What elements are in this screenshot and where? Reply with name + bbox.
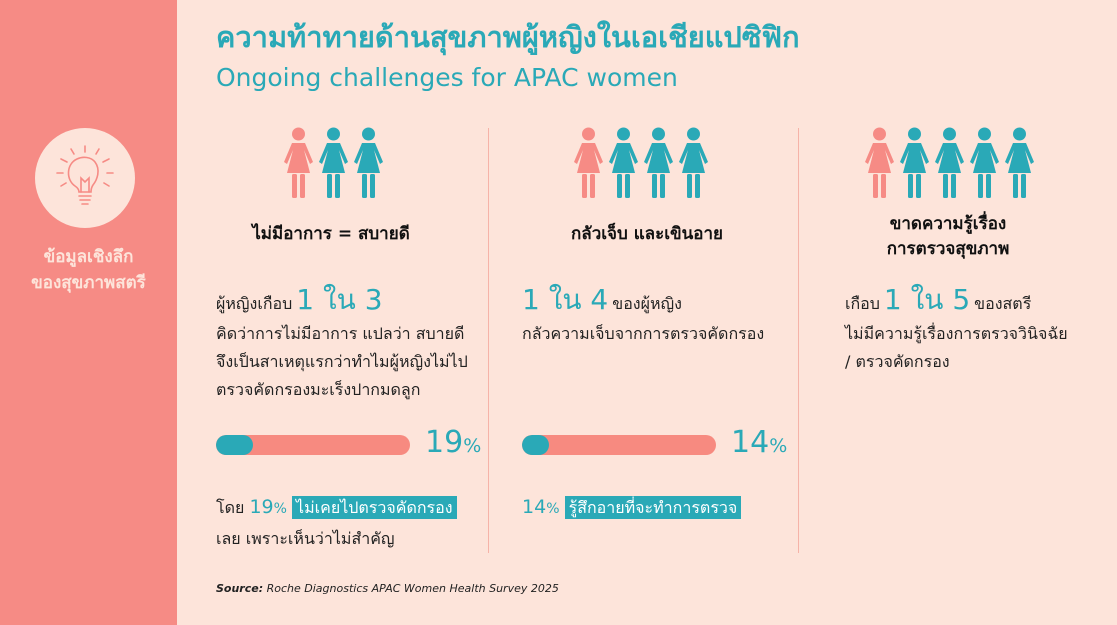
stat-description: ไม่มีความรู้เรื่องการตรวจวินิจฉัย / ตรวจ… (845, 320, 1068, 376)
sidebar-caption-line2: ของสุขภาพสตรี (31, 273, 146, 293)
note-number: 19% (249, 496, 287, 518)
stat-prefix: ผู้หญิงเกือบ (216, 294, 293, 313)
woman-icon (1005, 127, 1034, 198)
sidebar-caption: ข้อมูลเชิงลึก ของสุขภาพสตรี (0, 244, 177, 296)
note-line2: เลย เพราะเห็นว่าไม่สำคัญ (216, 529, 395, 548)
column-heading: ขาดความรู้เรื่อง การตรวจสุขภาพ (832, 212, 1064, 262)
stat-description: กลัวความเจ็บจากการตรวจคัดกรอง (522, 320, 764, 348)
woman-icon (574, 127, 603, 198)
stat-big-number: 1 ใน 3 (296, 283, 383, 316)
sidebar-panel: ข้อมูลเชิงลึก ของสุขภาพสตรี (0, 0, 177, 625)
note-highlight: รู้สึกอายที่จะทำการตรวจ (564, 496, 742, 519)
woman-icon (284, 127, 313, 198)
column-heading: ไม่มีอาการ = สบายดี (252, 224, 410, 244)
woman-icon (319, 127, 348, 198)
column-stat: 1 ใน 4 ของผู้หญิง (522, 286, 682, 318)
bar-percentage-unit: % (463, 435, 482, 457)
bar-percentage-number: 14 (731, 425, 770, 460)
women-icons-1-of-5 (864, 127, 1035, 202)
progress-bar (216, 435, 410, 455)
note-highlight: ไม่เคยไปตรวจคัดกรอง (292, 496, 457, 519)
column-note: 14% รู้สึกอายที่จะทำการตรวจ (522, 493, 742, 524)
bar-percentage-unit: % (769, 435, 788, 457)
stat-line: จึงเป็นสาเหตุแรกว่าทำไมผู้หญิงไม่ไป (216, 352, 468, 371)
column-heading-line2: การตรวจสุขภาพ (886, 239, 1010, 259)
stat-line: คิดว่าการไม่มีอาการ แปลว่า สบายดี (216, 324, 465, 343)
source-label: Source: (216, 582, 264, 595)
progress-bar-fill (522, 435, 550, 455)
column-divider (488, 128, 489, 553)
stat-line: ไม่มีความรู้เรื่องการตรวจวินิจฉัย (845, 324, 1068, 343)
column-stat: ผู้หญิงเกือบ 1 ใน 3 (216, 286, 387, 318)
woman-icon (609, 127, 638, 198)
stat-suffix: ของสตรี (974, 294, 1032, 313)
stat-prefix: เกือบ (845, 294, 880, 313)
note-prefix: โดย (216, 498, 245, 517)
women-icons-1-of-3 (283, 127, 384, 202)
woman-icon (900, 127, 929, 198)
woman-icon (935, 127, 964, 198)
column-heading: กลัวเจ็บ และเขินอาย (570, 224, 723, 244)
note-number: 14% (522, 496, 560, 518)
woman-icon (354, 127, 383, 198)
source-text: Roche Diagnostics APAC Women Health Surv… (266, 582, 559, 595)
bar-percentage-number: 19 (425, 425, 464, 460)
page-title-english: Ongoing challenges for APAC women (216, 63, 678, 92)
source-note: Source: Roche Diagnostics APAC Women Hea… (216, 582, 559, 595)
column-note: โดย 19% ไม่เคยไปตรวจคัดกรอง เลย เพราะเห็… (216, 493, 457, 553)
stat-suffix: ของผู้หญิง (612, 294, 682, 313)
lightbulb-icon (56, 145, 114, 205)
stat-big-number: 1 ใน 5 (883, 283, 971, 316)
women-icons-1-of-4 (573, 127, 709, 202)
stat-description: คิดว่าการไม่มีอาการ แปลว่า สบายดี จึงเป็… (216, 320, 468, 404)
stat-line: ตรวจคัดกรองมะเร็งปากมดลูก (216, 380, 421, 399)
progress-bar (522, 435, 716, 455)
sidebar-caption-line1: ข้อมูลเชิงลึก (43, 247, 134, 267)
lightbulb-badge (35, 128, 135, 228)
page-title-thai: ความท้าทายด้านสุขภาพผู้หญิงในเอเชียแปซิฟ… (216, 20, 800, 54)
woman-icon (644, 127, 673, 198)
progress-bar-fill (216, 435, 253, 455)
woman-icon (865, 127, 894, 198)
stat-line: / ตรวจคัดกรอง (845, 352, 950, 371)
stat-line: กลัวความเจ็บจากการตรวจคัดกรอง (522, 324, 765, 343)
bar-percentage: 19% (425, 425, 481, 460)
column-heading-line1: ขาดความรู้เรื่อง (889, 214, 1007, 234)
woman-icon (679, 127, 708, 198)
bar-percentage: 14% (731, 425, 787, 460)
column-stat: เกือบ 1 ใน 5 ของสตรี (845, 286, 1031, 318)
woman-icon (970, 127, 999, 198)
stat-big-number: 1 ใน 4 (522, 283, 609, 316)
column-divider (798, 128, 799, 553)
